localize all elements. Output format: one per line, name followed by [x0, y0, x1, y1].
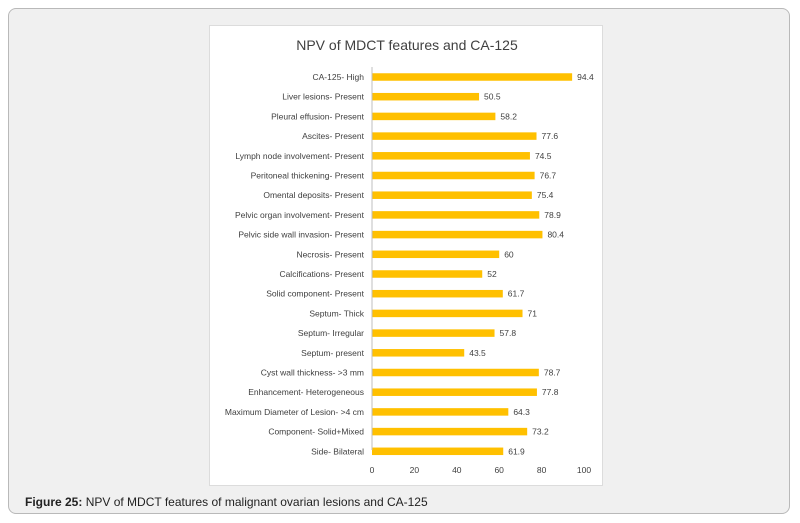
bar-chart: NPV of MDCT features and CA-125 CA-125- … — [225, 37, 594, 475]
x-tick-label: 100 — [577, 465, 591, 475]
caption-text: NPV of MDCT features of malignant ovaria… — [82, 495, 428, 509]
data-label: 73.2 — [532, 427, 549, 437]
data-label: 77.6 — [542, 131, 559, 141]
category-label: Omental deposits- Present — [263, 190, 364, 200]
bar — [372, 92, 480, 101]
bar — [372, 427, 528, 436]
category-label: Necrosis- Present — [296, 249, 364, 259]
bar — [372, 270, 483, 278]
bar — [372, 171, 535, 180]
chart-title: NPV of MDCT features and CA-125 — [296, 37, 518, 53]
caption-label: Figure 25: — [25, 495, 83, 509]
x-tick-label: 0 — [370, 465, 375, 475]
figure-caption: Figure 25: NPV of MDCT features of malig… — [25, 495, 428, 509]
bar — [372, 368, 539, 377]
bar — [372, 309, 523, 318]
category-label: Side- Bilateral — [311, 446, 364, 456]
bar — [372, 132, 537, 140]
data-label: 75.4 — [537, 190, 554, 200]
category-label: Pleural effusion- Present — [271, 111, 365, 121]
data-label: 94.4 — [577, 72, 594, 82]
bar — [372, 388, 537, 396]
category-label: Maximum Diameter of Lesion- >4 cm — [225, 407, 364, 417]
bar — [372, 250, 500, 259]
data-label: 61.9 — [508, 446, 525, 456]
x-tick-label: 60 — [494, 465, 504, 475]
chart-area: NPV of MDCT features and CA-125 CA-125- … — [209, 25, 603, 486]
bar — [372, 112, 496, 121]
category-label: Solid component- Present — [266, 289, 364, 299]
data-label: 76.7 — [540, 171, 557, 181]
x-tick-label: 40 — [452, 465, 462, 475]
data-label: 50.5 — [484, 92, 501, 102]
category-label: Septum- present — [301, 348, 364, 358]
category-label: Peritoneal thickening- Present — [251, 171, 365, 181]
data-label: 52 — [487, 269, 497, 279]
data-label: 71 — [528, 308, 538, 318]
data-label: 78.9 — [544, 210, 561, 220]
x-tick-label: 20 — [410, 465, 420, 475]
category-label: Cyst wall thickness- >3 mm — [261, 368, 364, 378]
bar — [372, 408, 509, 416]
data-label: 61.7 — [508, 289, 525, 299]
data-label: 77.8 — [542, 387, 559, 397]
data-label: 58.2 — [500, 111, 517, 121]
category-label: Pelvic organ involvement- Present — [235, 210, 365, 220]
category-label: Septum- Thick — [309, 308, 364, 318]
bar — [372, 191, 532, 199]
data-label: 74.5 — [535, 151, 552, 161]
data-label: 60 — [504, 249, 514, 259]
data-label: 80.4 — [547, 230, 564, 240]
bar — [372, 152, 530, 160]
category-label: CA-125- High — [313, 72, 365, 82]
bar — [372, 349, 465, 357]
bar — [372, 230, 543, 239]
category-label: Lymph node involvement- Present — [235, 151, 364, 161]
data-label: 64.3 — [513, 407, 530, 417]
data-label: 78.7 — [544, 368, 561, 378]
data-label: 43.5 — [469, 348, 486, 358]
category-label: Component- Solid+Mixed — [268, 427, 364, 437]
bar — [372, 447, 504, 456]
category-label: Enhancement- Heterogeneous — [248, 387, 364, 397]
category-label: Septum- Irregular — [298, 328, 364, 338]
data-label: 57.8 — [500, 328, 517, 338]
bar — [372, 329, 495, 337]
figure-frame: NPV of MDCT features and CA-125 CA-125- … — [8, 8, 790, 514]
category-label: Ascites- Present — [302, 131, 365, 141]
category-label: Liver lesions- Present — [282, 92, 364, 102]
bar — [372, 289, 503, 298]
category-label: Pelvic side wall invasion- Present — [238, 230, 364, 240]
bar — [372, 73, 573, 81]
x-tick-label: 80 — [537, 465, 547, 475]
bar — [372, 211, 540, 219]
category-label: Calcifications- Present — [279, 269, 364, 279]
